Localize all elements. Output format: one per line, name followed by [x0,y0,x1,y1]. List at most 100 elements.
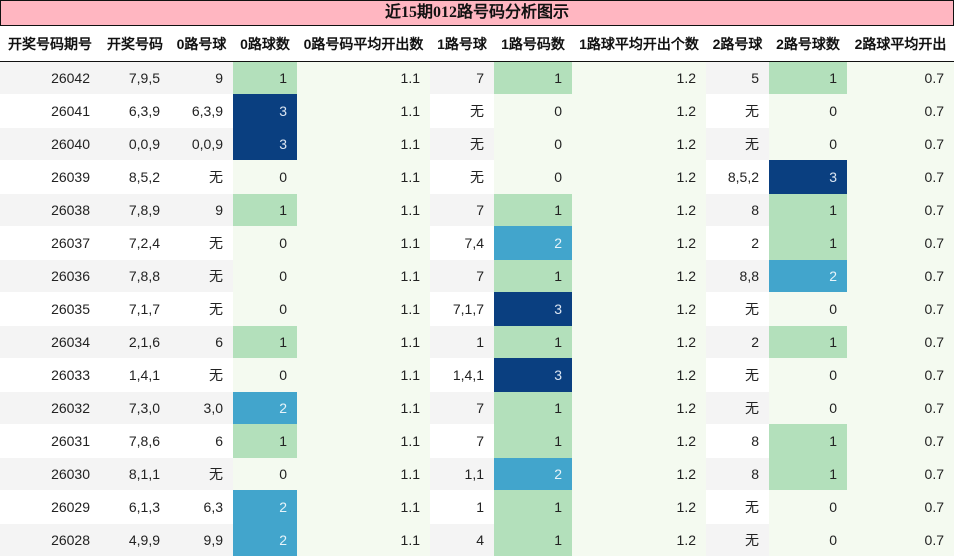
r1-balls-cell: 7 [430,259,494,292]
r0-balls-cell: 6 [170,325,233,358]
r2-count-cell: 1 [769,325,847,358]
draw-cell: 1,4,1 [100,357,170,392]
r2-count-cell: 0 [769,489,847,524]
r2-avg-cell: 0.7 [847,325,954,358]
period-cell: 26040 [0,127,100,160]
r0-count-cell: 2 [233,489,297,524]
r2-balls-cell: 8 [706,423,769,458]
period-cell: 26038 [0,193,100,226]
r2-balls-cell: 8,8 [706,259,769,292]
r1-count-cell: 1 [494,325,572,358]
table-body: 26042 7,9,5 9 1 1.1 7 1 1.2 5 1 0.7 26041 6,3,9 6,3,9… [0,61,954,556]
r0-count-cell: 3 [233,93,297,128]
r0-balls-cell: 0,0,9 [170,127,233,160]
draw-cell: 2,1,6 [100,325,170,358]
r1-balls-cell: 7 [430,391,494,424]
r2-count-cell: 0 [769,127,847,160]
r2-avg-cell: 0.7 [847,423,954,458]
r0-avg-cell: 1.1 [297,523,430,556]
col-header-r0-avg: 0路号码平均开出数 [297,26,430,62]
draw-cell: 4,9,9 [100,523,170,556]
r1-avg-cell: 1.2 [572,391,706,424]
r2-count-cell: 0 [769,523,847,556]
r1-avg-cell: 1.2 [572,127,706,160]
r2-balls-cell: 无 [706,93,769,128]
r2-count-cell: 1 [769,457,847,490]
draw-cell: 7,8,6 [100,423,170,458]
r1-avg-cell: 1.2 [572,325,706,358]
r0-count-cell: 1 [233,193,297,226]
r1-balls-cell: 7 [430,193,494,226]
r1-count-cell: 1 [494,423,572,458]
period-cell: 26034 [0,325,100,358]
r0-balls-cell: 3,0 [170,391,233,424]
r0-balls-cell: 9 [170,61,233,94]
r0-balls-cell: 无 [170,259,233,292]
route-analysis-table: 开奖号码期号 开奖号码 0路号球 0路球数 0路号码平均开出数 1路号球 1路号… [0,26,954,556]
table-row: 26034 2,1,6 6 1 1.1 1 1 1.2 2 1 0.7 [0,325,954,358]
r2-count-cell: 1 [769,423,847,458]
r0-avg-cell: 1.1 [297,391,430,424]
period-cell: 26031 [0,423,100,458]
col-header-r1-count: 1路号码数 [494,26,572,62]
r0-balls-cell: 9 [170,193,233,226]
r0-count-cell: 0 [233,457,297,490]
r0-balls-cell: 无 [170,357,233,392]
r0-avg-cell: 1.1 [297,457,430,490]
r1-count-cell: 0 [494,127,572,160]
r2-count-cell: 0 [769,391,847,424]
r1-avg-cell: 1.2 [572,159,706,194]
r0-avg-cell: 1.1 [297,193,430,226]
r0-avg-cell: 1.1 [297,93,430,128]
r2-count-cell: 2 [769,259,847,292]
r0-avg-cell: 1.1 [297,61,430,94]
table-row: 26042 7,9,5 9 1 1.1 7 1 1.2 5 1 0.7 [0,61,954,94]
r1-count-cell: 1 [494,61,572,94]
r1-count-cell: 2 [494,225,572,260]
r1-avg-cell: 1.2 [572,489,706,524]
r0-avg-cell: 1.1 [297,225,430,260]
r0-balls-cell: 9,9 [170,523,233,556]
header-row: 开奖号码期号 开奖号码 0路号球 0路球数 0路号码平均开出数 1路号球 1路号… [0,26,954,62]
r1-avg-cell: 1.2 [572,457,706,490]
draw-cell: 6,3,9 [100,93,170,128]
col-header-r0-count: 0路球数 [233,26,297,62]
r0-count-cell: 0 [233,259,297,292]
r0-avg-cell: 1.1 [297,291,430,326]
r0-balls-cell: 6 [170,423,233,458]
r2-avg-cell: 0.7 [847,225,954,260]
r1-count-cell: 1 [494,259,572,292]
r1-balls-cell: 7 [430,61,494,94]
r1-count-cell: 1 [494,523,572,556]
table-row: 26041 6,3,9 6,3,9 3 1.1 无 0 1.2 无 0 0.7 [0,93,954,128]
table-row: 26038 7,8,9 9 1 1.1 7 1 1.2 8 1 0.7 [0,193,954,226]
r1-count-cell: 0 [494,159,572,194]
r1-count-cell: 3 [494,357,572,392]
r1-balls-cell: 1 [430,489,494,524]
r1-balls-cell: 4 [430,523,494,556]
r2-avg-cell: 0.7 [847,159,954,194]
r2-count-cell: 0 [769,357,847,392]
period-cell: 26032 [0,391,100,424]
col-header-r2-balls: 2路号球 [706,26,769,62]
r2-avg-cell: 0.7 [847,489,954,524]
r0-balls-cell: 无 [170,225,233,260]
table-row: 26032 7,3,0 3,0 2 1.1 7 1 1.2 无 0 0.7 [0,391,954,424]
r1-balls-cell: 1 [430,325,494,358]
r0-count-cell: 3 [233,127,297,160]
table-row: 26028 4,9,9 9,9 2 1.1 4 1 1.2 无 0 0.7 [0,523,954,556]
r0-balls-cell: 6,3 [170,489,233,524]
r1-avg-cell: 1.2 [572,61,706,94]
draw-cell: 7,3,0 [100,391,170,424]
r1-avg-cell: 1.2 [572,357,706,392]
r1-avg-cell: 1.2 [572,523,706,556]
table-row: 26039 8,5,2 无 0 1.1 无 0 1.2 8,5,2 3 0.7 [0,159,954,194]
col-header-r0-balls: 0路号球 [170,26,233,62]
draw-cell: 7,8,8 [100,259,170,292]
r2-count-cell: 0 [769,291,847,326]
r0-count-cell: 1 [233,423,297,458]
r0-balls-cell: 无 [170,291,233,326]
r2-avg-cell: 0.7 [847,127,954,160]
r0-count-cell: 2 [233,523,297,556]
table-row: 26029 6,1,3 6,3 2 1.1 1 1 1.2 无 0 0.7 [0,489,954,524]
